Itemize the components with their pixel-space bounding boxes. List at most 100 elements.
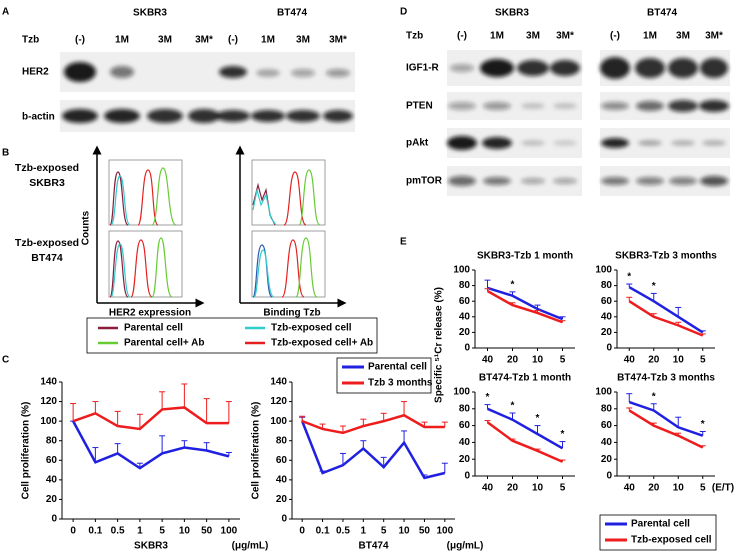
band xyxy=(601,138,629,148)
band xyxy=(188,109,220,123)
band xyxy=(601,177,629,185)
band xyxy=(251,110,285,122)
protein-label: PTEN xyxy=(406,101,433,112)
band xyxy=(668,58,698,78)
series-line xyxy=(301,413,445,435)
series-line xyxy=(628,286,704,334)
y-axis-label: Cell proliferation (%) xyxy=(251,402,262,500)
y-tick-label: 60 xyxy=(46,455,58,466)
band xyxy=(448,176,476,186)
x-unit-label: (E/T) xyxy=(712,483,734,494)
lane-label: 3M xyxy=(158,35,172,46)
y-tick-label: 60 xyxy=(276,455,288,466)
y-tick-label: 80 xyxy=(46,435,58,446)
legend-label: Tzb-exposed cell xyxy=(271,323,352,334)
histogram-curve xyxy=(295,237,318,298)
x-tick-label: 5 xyxy=(381,526,387,537)
significance-mark: * xyxy=(511,401,515,412)
series-line xyxy=(301,420,446,480)
x-tick-label: 40 xyxy=(624,483,636,494)
x-tick-label: 10 xyxy=(399,526,411,537)
y-tick-label: 0 xyxy=(606,343,612,354)
band xyxy=(521,140,545,146)
histogram-frame xyxy=(108,159,183,226)
band xyxy=(700,176,728,186)
lane-label: 3M* xyxy=(556,31,574,42)
band xyxy=(668,100,698,112)
y-tick-label: 20 xyxy=(601,327,613,338)
histogram-curve xyxy=(130,239,153,298)
y-tick-label: 20 xyxy=(459,327,471,338)
series-line xyxy=(72,406,229,431)
band xyxy=(147,109,183,123)
band xyxy=(482,137,512,149)
band xyxy=(110,66,134,78)
y-tick-label: 100 xyxy=(595,265,612,276)
significance-mark: * xyxy=(627,272,631,283)
x-tick-label: 10 xyxy=(673,355,685,366)
band xyxy=(671,140,695,146)
flow-panels xyxy=(86,145,378,354)
band xyxy=(700,58,728,78)
x-tick-label: 0.5 xyxy=(111,526,125,537)
y-tick-label: 100 xyxy=(270,416,287,427)
cell-line-label: BT474 xyxy=(277,8,307,19)
x-tick-label: 10 xyxy=(532,483,544,494)
significance-mark: * xyxy=(561,429,565,440)
band xyxy=(483,102,511,110)
band xyxy=(553,178,577,184)
panel-label: D xyxy=(400,7,407,18)
band xyxy=(638,140,662,146)
significance-mark: * xyxy=(486,392,490,403)
y-tick-label: 60 xyxy=(459,420,471,431)
x-tick-label: 100 xyxy=(436,526,453,537)
band xyxy=(323,110,353,122)
band xyxy=(699,100,729,112)
flow-x-label: Binding Tzb xyxy=(263,308,320,319)
chart-title: SKBR3-Tzb 1 month xyxy=(477,251,573,262)
series-line xyxy=(487,286,563,321)
y-tick-label: 0 xyxy=(464,343,470,354)
series-line xyxy=(628,400,704,437)
protein-label: pmTOR xyxy=(406,176,443,187)
x-tick-label: 10 xyxy=(532,355,544,366)
y-tick-label: 0 xyxy=(281,514,287,525)
flow-row-label: Tzb-exposed SKBR3 xyxy=(14,162,80,189)
lane-label: 1M xyxy=(261,35,275,46)
band xyxy=(517,60,549,76)
x-tick-label: 20 xyxy=(507,355,519,366)
band xyxy=(702,140,726,146)
histogram-frame xyxy=(108,230,183,298)
x-tick-label: 0 xyxy=(299,526,305,537)
y-tick-label: 80 xyxy=(276,435,288,446)
band xyxy=(448,102,476,110)
x-tick-label: 10 xyxy=(179,526,191,537)
y-tick-label: 60 xyxy=(601,420,613,431)
lane-label: 1M xyxy=(115,35,129,46)
band xyxy=(104,109,140,123)
blot-a xyxy=(60,52,355,132)
band xyxy=(553,103,577,109)
x-tick-label: 1 xyxy=(361,526,367,537)
x-tick-label: 40 xyxy=(624,355,636,366)
x-tick-label: 10 xyxy=(673,483,685,494)
flow-y-label: Counts xyxy=(81,210,92,245)
histogram-curve xyxy=(110,243,131,298)
flow-row-label: Tzb-exposed BT474 xyxy=(14,237,80,264)
y-tick-label: 40 xyxy=(46,474,58,485)
significance-mark: * xyxy=(511,279,515,290)
y-tick-label: 80 xyxy=(601,280,613,291)
y-tick-label: 40 xyxy=(601,437,613,448)
y-tick-label: 40 xyxy=(459,437,471,448)
band xyxy=(553,140,577,146)
treatment-label: Tzb xyxy=(406,31,423,42)
band xyxy=(669,177,697,185)
x-unit-label: (μg/mL) xyxy=(232,541,269,552)
band xyxy=(62,109,98,123)
y-tick-label: 60 xyxy=(601,296,613,307)
band xyxy=(600,57,630,79)
x-tick-label: 0.1 xyxy=(88,526,102,537)
flow-x-label: HER2 expression xyxy=(109,308,191,319)
